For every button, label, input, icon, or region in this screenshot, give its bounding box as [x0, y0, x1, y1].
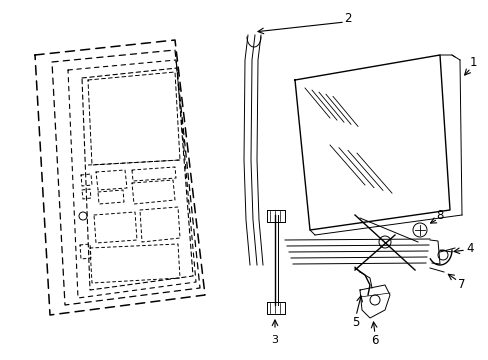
Text: 2: 2 — [344, 12, 351, 24]
Text: 4: 4 — [465, 242, 473, 255]
Text: 5: 5 — [351, 315, 359, 328]
Text: 7: 7 — [457, 279, 465, 292]
Text: 8: 8 — [435, 208, 443, 221]
Text: 3: 3 — [271, 335, 278, 345]
Text: 6: 6 — [370, 333, 378, 346]
Text: 1: 1 — [468, 55, 476, 68]
